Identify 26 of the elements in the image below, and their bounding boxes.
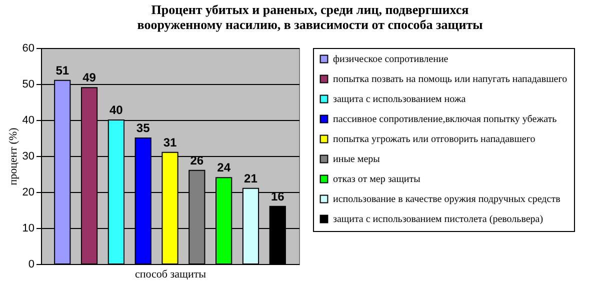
y-tick-label: 0 — [28, 258, 34, 270]
legend-label: попытка угрожать или отговорить нападавшего — [333, 134, 536, 145]
data-label: 40 — [110, 103, 124, 117]
legend-label: пассивное сопротивление,включая попытку убежать — [333, 114, 558, 125]
data-label: 35 — [136, 121, 150, 135]
data-label: 49 — [82, 70, 96, 85]
legend-label: защита с использованием ножа — [333, 94, 466, 105]
data-label: 24 — [217, 160, 231, 175]
y-tick-label: 40 — [22, 114, 34, 126]
x-axis-title: способ защиты — [134, 268, 207, 280]
y-tick-label: 10 — [22, 222, 34, 234]
y-tick-label: 20 — [22, 186, 34, 198]
legend-label: попытка позвать на помощь или напугать нападавшего — [333, 74, 568, 85]
y-tick-label: 50 — [22, 78, 34, 90]
data-label: 21 — [244, 171, 258, 186]
legend-label: отказ от мер защиты — [333, 174, 421, 185]
legend-label: защита с использованием пистолета (револьвера) — [333, 214, 544, 225]
legend-label: физическое сопротивление — [333, 54, 449, 65]
y-tick-label: 30 — [22, 150, 34, 162]
y-axis-title: процент (%) — [7, 127, 20, 186]
y-tick-label: 60 — [22, 42, 34, 54]
data-label: 31 — [163, 135, 177, 150]
data-label: 51 — [56, 63, 70, 78]
chart-title: Процент убитых и раненых, среди лиц, подвергшихся вооруженному насилию, в зависимости от способа защиты — [137, 2, 483, 32]
legend-label: использование в качестве оружия подручных средств — [333, 194, 561, 205]
legend-label: иные меры — [333, 154, 380, 165]
